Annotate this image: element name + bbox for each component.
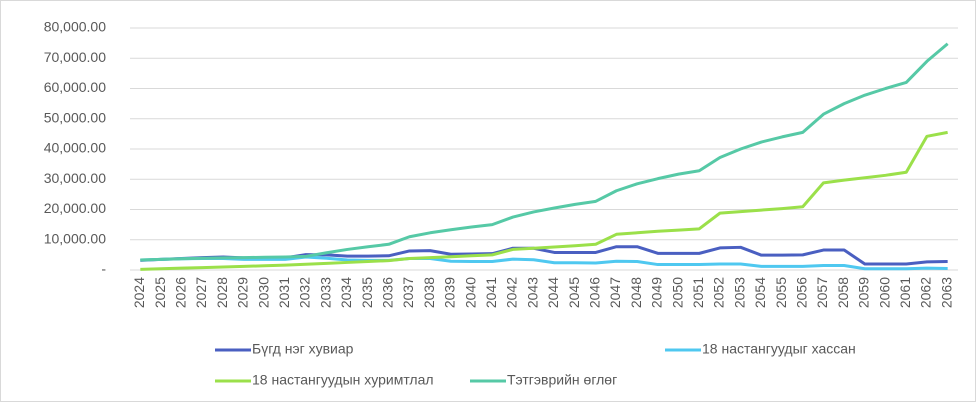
y-tick-label: 10,000.00 (44, 230, 106, 246)
x-tick-label: 2053 (731, 277, 747, 308)
y-tick-label: - (101, 261, 106, 277)
x-tick-label: 2034 (338, 277, 354, 308)
x-tick-label: 2028 (214, 277, 230, 308)
x-tick-label: 2033 (317, 277, 333, 308)
x-tick-label: 2041 (483, 277, 499, 308)
x-tick-label: 2063 (938, 277, 954, 308)
x-tick-label: 2061 (897, 277, 913, 308)
x-tick-label: 2037 (400, 277, 416, 308)
legend-label: 18 настангуудын хуримтлал (252, 372, 434, 388)
x-tick-label: 2057 (814, 277, 830, 308)
y-tick-label: 30,000.00 (44, 170, 106, 186)
x-tick-label: 2054 (752, 277, 768, 308)
x-tick-label: 2026 (172, 277, 188, 308)
x-tick-label: 2059 (856, 277, 872, 308)
x-tick-label: 2047 (607, 277, 623, 308)
legend-label: Тэтгэврийн өглөг (507, 372, 617, 388)
x-tick-label: 2051 (690, 277, 706, 308)
y-tick-label: 40,000.00 (44, 140, 106, 156)
y-tick-label: 80,000.00 (44, 19, 106, 35)
x-tick-label: 2050 (669, 277, 685, 308)
x-tick-label: 2040 (462, 277, 478, 308)
x-tick-label: 2060 (876, 277, 892, 308)
x-tick-label: 2036 (379, 277, 395, 308)
x-tick-label: 2042 (504, 277, 520, 308)
x-tick-label: 2055 (773, 277, 789, 308)
series-line (140, 255, 948, 271)
x-tick-label: 2039 (442, 277, 458, 308)
x-tick-label: 2030 (255, 277, 271, 308)
x-tick-label: 2031 (276, 277, 292, 308)
series-line (140, 130, 948, 271)
x-tick-label: 2027 (193, 277, 209, 308)
y-tick-label: 60,000.00 (44, 79, 106, 95)
y-tick-label: 50,000.00 (44, 109, 106, 125)
x-tick-label: 2046 (586, 277, 602, 308)
x-tick-label: 2049 (649, 277, 665, 308)
x-tick-label: 2025 (152, 277, 168, 308)
x-tick-label: 2062 (918, 277, 934, 308)
x-tick-label: 2048 (628, 277, 644, 308)
series-line (140, 42, 949, 262)
x-tick-label: 2032 (297, 277, 313, 308)
x-tick-label: 2029 (235, 277, 251, 308)
x-tick-label: 2024 (131, 277, 147, 308)
y-tick-label: 70,000.00 (44, 49, 106, 65)
x-tick-label: 2035 (359, 277, 375, 308)
legend-label: 18 настангуудыг хассан (702, 341, 856, 357)
x-tick-label: 2045 (566, 277, 582, 308)
y-tick-label: 20,000.00 (44, 200, 106, 216)
x-tick-label: 2058 (835, 277, 851, 308)
x-tick-label: 2038 (421, 277, 437, 308)
x-tick-label: 2056 (793, 277, 809, 308)
legend-label: Бүгд нэг хувиар (252, 341, 354, 357)
x-tick-label: 2052 (711, 277, 727, 308)
x-tick-label: 2043 (524, 277, 540, 308)
x-tick-label: 2044 (545, 277, 561, 308)
